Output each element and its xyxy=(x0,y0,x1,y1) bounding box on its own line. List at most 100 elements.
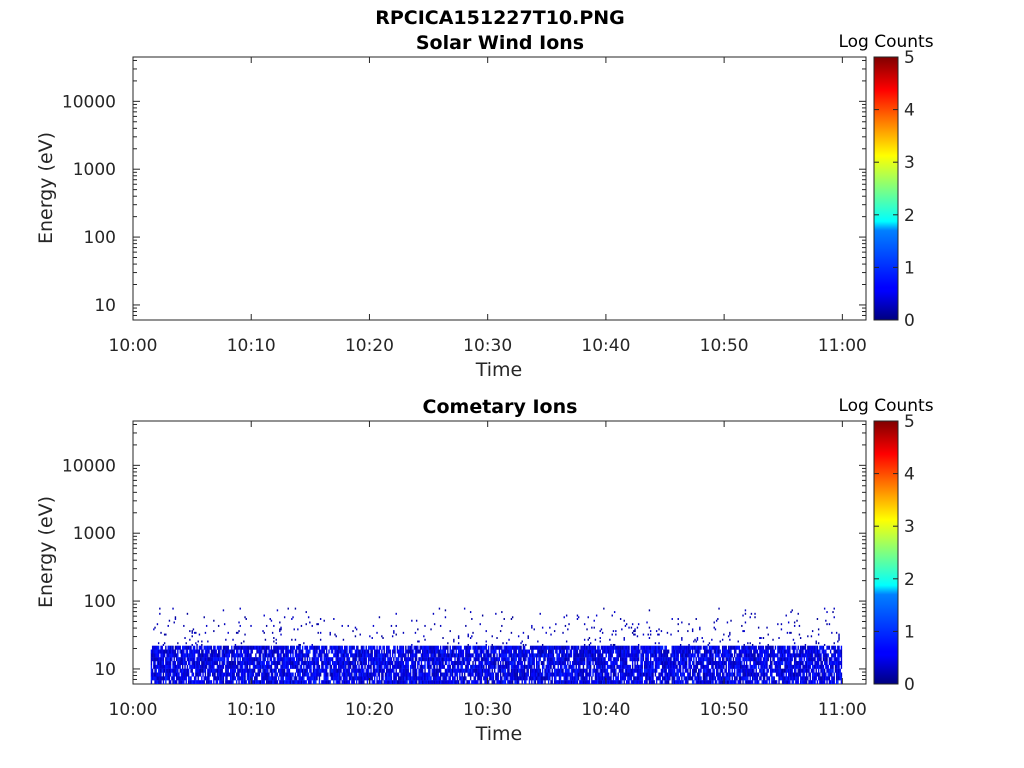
spectrogram-cell xyxy=(773,657,775,662)
spectrogram-cell xyxy=(649,676,652,681)
spectrogram-cell xyxy=(801,653,803,658)
spectrogram-cell xyxy=(665,664,667,669)
spectrogram-cell xyxy=(769,657,772,662)
spectrogram-cell xyxy=(479,680,481,684)
spectrogram-cell xyxy=(243,661,245,666)
spectrogram-cell xyxy=(533,657,535,662)
spectrogram-cell xyxy=(557,680,559,684)
spectrogram-cell xyxy=(598,653,600,658)
spectrogram-cell xyxy=(709,645,712,650)
spectrogram-cell xyxy=(241,664,244,669)
spectrogram-cell xyxy=(343,680,346,684)
spectrogram-cell xyxy=(251,645,253,650)
spectrogram-cell xyxy=(622,664,624,669)
spectrogram-cell xyxy=(227,645,229,650)
spectrogram-cell xyxy=(780,645,783,650)
spectrogram-cell xyxy=(316,645,318,650)
spectrogram-cell xyxy=(721,649,724,654)
spectrogram-cell xyxy=(564,680,567,684)
x-tick-label: 10:10 xyxy=(227,336,276,356)
spectrogram-cell xyxy=(207,657,209,662)
spectrogram-cell xyxy=(601,649,604,654)
spectrogram-cell xyxy=(354,661,357,666)
spectrogram-cell xyxy=(641,661,643,666)
spectrogram-cell xyxy=(321,668,323,673)
spectrogram-cell xyxy=(711,653,713,658)
spectrogram-cell xyxy=(551,657,553,662)
spectrogram-cell xyxy=(533,661,535,666)
spectrogram-cell xyxy=(232,653,234,658)
spectrogram-cell xyxy=(829,680,832,684)
spectrogram-cell xyxy=(635,680,637,684)
spectrogram-cell xyxy=(198,668,201,673)
spectrogram-cell xyxy=(208,657,210,662)
spectrogram-cell xyxy=(436,676,438,681)
spectrogram-cell xyxy=(222,661,225,666)
spectrogram-cell xyxy=(733,645,736,650)
spectrogram-cell xyxy=(329,680,331,684)
spectrogram-cell xyxy=(339,661,341,666)
spectrogram-cell xyxy=(520,645,522,650)
spectrogram-cell xyxy=(475,668,478,673)
spectrogram-cell xyxy=(313,661,316,666)
spectrogram-cell xyxy=(227,631,229,634)
spectrogram-cell xyxy=(311,676,313,681)
spectrogram-cell xyxy=(799,645,802,650)
spectrogram-cell xyxy=(202,680,204,684)
spectrogram-cell xyxy=(465,645,467,650)
spectrogram-cell xyxy=(659,657,661,662)
spectrogram-cell xyxy=(160,661,162,666)
spectrogram-cell xyxy=(732,672,735,677)
spectrogram-cell xyxy=(258,645,261,650)
spectrogram-cell xyxy=(178,676,180,681)
spectrogram-cell xyxy=(245,645,247,650)
spectrogram-cell xyxy=(166,661,168,666)
spectrogram-cell xyxy=(414,645,417,650)
spectrogram-cell xyxy=(227,661,229,666)
spectrogram-cell xyxy=(610,657,612,662)
spectrogram-cell xyxy=(792,672,795,677)
spectrogram-cell xyxy=(559,676,562,681)
spectrogram-cell xyxy=(771,668,773,673)
spectrogram-cell xyxy=(449,664,451,669)
spectrogram-cell xyxy=(483,676,485,681)
spectrogram-cell xyxy=(168,619,171,622)
spectrogram-cell xyxy=(741,645,743,650)
spectrogram-cell xyxy=(688,645,690,650)
spectrogram-cell xyxy=(466,653,468,658)
spectrogram-cell xyxy=(784,657,786,662)
spectrogram-cell xyxy=(799,653,802,658)
spectrogram-cell xyxy=(744,653,747,658)
spectrogram-cell xyxy=(504,668,507,673)
spectrogram-cell xyxy=(514,672,516,677)
spectrogram-cell xyxy=(213,661,215,666)
spectrogram-cell xyxy=(517,676,520,681)
spectrogram-cell xyxy=(329,664,331,669)
spectrogram-cell xyxy=(571,672,574,677)
spectrogram-cell xyxy=(336,649,339,654)
spectrogram-cell xyxy=(575,657,577,662)
spectrogram-cell xyxy=(226,653,228,658)
spectrogram-cell xyxy=(285,672,287,677)
spectrogram-cell xyxy=(516,676,519,681)
spectrogram-cell xyxy=(408,649,411,654)
spectrogram-cell xyxy=(244,661,246,666)
spectrogram-cell xyxy=(205,657,208,662)
spectrogram-cell xyxy=(271,668,274,673)
spectrogram-cell xyxy=(690,657,693,662)
spectrogram-cell xyxy=(455,661,457,666)
spectrogram-cell xyxy=(347,664,349,669)
spectrogram-cell xyxy=(838,672,840,677)
spectrogram-cell xyxy=(551,645,553,650)
spectrogram-cell xyxy=(333,653,335,658)
spectrogram-cell xyxy=(814,657,816,662)
spectrogram-cell xyxy=(391,653,394,658)
spectrogram-cell xyxy=(833,657,835,662)
spectrogram-cell xyxy=(696,649,699,654)
spectrogram-cell xyxy=(568,664,570,669)
spectrogram-cell xyxy=(481,668,484,673)
spectrogram-cell xyxy=(729,664,731,669)
spectrogram-cell xyxy=(586,645,588,650)
spectrogram-cell xyxy=(833,676,835,681)
spectrogram-cell xyxy=(454,645,456,650)
